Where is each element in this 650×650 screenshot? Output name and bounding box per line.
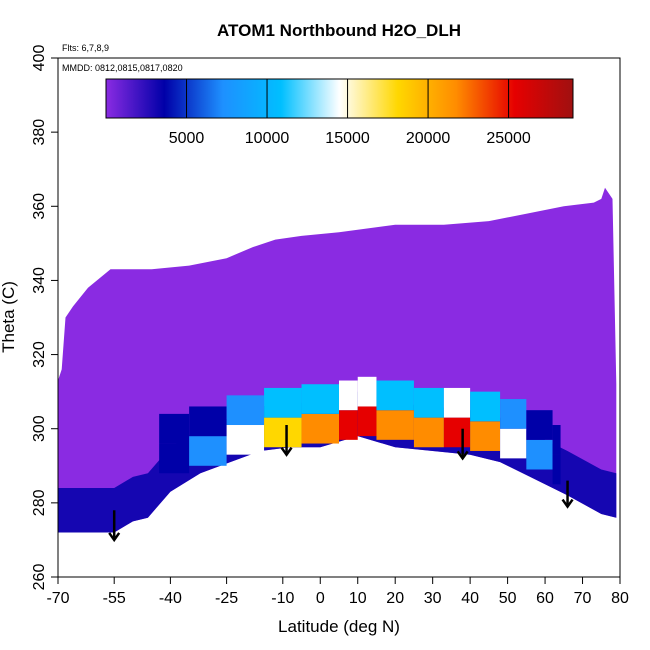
moist-layer-cell — [376, 410, 414, 440]
down-arrow-head — [561, 498, 574, 509]
moist-layer-cell — [189, 436, 227, 466]
x-axis: -70 -55 -40 -25 -10 0 10 20 30 40 50 60 70 80 — [46, 577, 629, 607]
y-tick-label: 320 — [31, 341, 48, 368]
moist-layer-upper-cell — [413, 387, 444, 418]
x-tick-label: 80 — [611, 590, 629, 607]
moist-layer-upper-cell — [443, 387, 471, 418]
moist-layer-upper-cell — [159, 413, 190, 444]
moist-layer-upper-cell — [470, 391, 501, 422]
moist-layer-cell — [443, 417, 471, 448]
x-tick-label: 10 — [349, 590, 367, 607]
moist-layer-upper-cell — [264, 387, 302, 418]
moist-layer-upper-cell — [189, 406, 227, 437]
moist-layer-cell — [413, 417, 444, 448]
x-axis-label: Latitude (deg N) — [278, 617, 400, 636]
moist-layer-cell — [226, 425, 265, 455]
moist-layer-cell — [339, 410, 358, 440]
colorbar — [105, 78, 574, 119]
x-tick-label: 40 — [461, 590, 479, 607]
colorbar-tick-label: 5000 — [169, 130, 205, 147]
y-tick-label: 280 — [31, 489, 48, 516]
moist-layer-cell — [357, 406, 377, 437]
down-arrow-head — [456, 450, 469, 461]
x-tick-label: 30 — [424, 590, 442, 607]
moist-layer-upper-cell — [500, 399, 527, 429]
y-tick-label: 340 — [31, 267, 48, 294]
moist-layer-cell — [470, 421, 501, 451]
moist-layer-upper-cell — [301, 384, 339, 414]
down-arrow-head — [280, 446, 293, 457]
x-tick-label: -40 — [159, 590, 182, 607]
y-axis-label: Theta (C) — [0, 281, 18, 353]
moist-layer-upper-cell — [376, 380, 414, 411]
x-tick-label: 70 — [574, 590, 592, 607]
y-tick-label: 400 — [31, 45, 48, 72]
moist-layer-cell — [552, 454, 561, 485]
moist-layer-upper-cell — [526, 410, 553, 440]
x-tick-label: -25 — [215, 590, 238, 607]
moist-layer-upper-cell — [226, 395, 265, 426]
moist-layer-cell — [500, 428, 527, 459]
colorbar-tick-label: 25000 — [486, 130, 531, 147]
moist-layer-upper-cell — [552, 425, 561, 455]
x-tick-label: 20 — [386, 590, 404, 607]
y-tick-label: 300 — [31, 415, 48, 442]
moist-layer-cell — [526, 439, 553, 470]
colorbar-tick-label: 10000 — [245, 130, 290, 147]
x-tick-label: 60 — [536, 590, 554, 607]
moist-layer-upper-cell — [357, 376, 377, 407]
moist-layer-upper-cell — [339, 380, 358, 411]
moist-layer-cell — [264, 417, 302, 448]
y-tick-label: 360 — [31, 193, 48, 220]
y-tick-label: 380 — [31, 119, 48, 146]
x-tick-label: 0 — [316, 590, 325, 607]
moist-layer-cell — [301, 413, 339, 444]
chart-title: ATOM1 Northbound H2O_DLH — [217, 21, 461, 40]
x-tick-label: 50 — [499, 590, 517, 607]
plot-frame — [57, 57, 621, 578]
colorbar-tick-label: 15000 — [325, 130, 370, 147]
y-tick-label: 260 — [31, 564, 48, 591]
x-tick-label: -55 — [103, 590, 126, 607]
moist-layer-cell — [159, 443, 190, 474]
x-tick-label: -70 — [46, 590, 69, 607]
down-arrow-head — [108, 532, 121, 543]
flights-annotation: Flts: 6,7,8,9 — [62, 43, 109, 53]
x-tick-label: -10 — [271, 590, 294, 607]
y-axis: 260 280 300 320 340 360 380 400 — [31, 45, 58, 591]
arrow-layer — [108, 425, 574, 543]
dates-annotation: MMDD: 0812,0815,0817,0820 — [62, 63, 183, 73]
colorbar-ticks: 5000 10000 15000 20000 25000 — [169, 79, 531, 147]
plot-region — [58, 187, 617, 533]
colorbar-tick-label: 20000 — [406, 130, 451, 147]
